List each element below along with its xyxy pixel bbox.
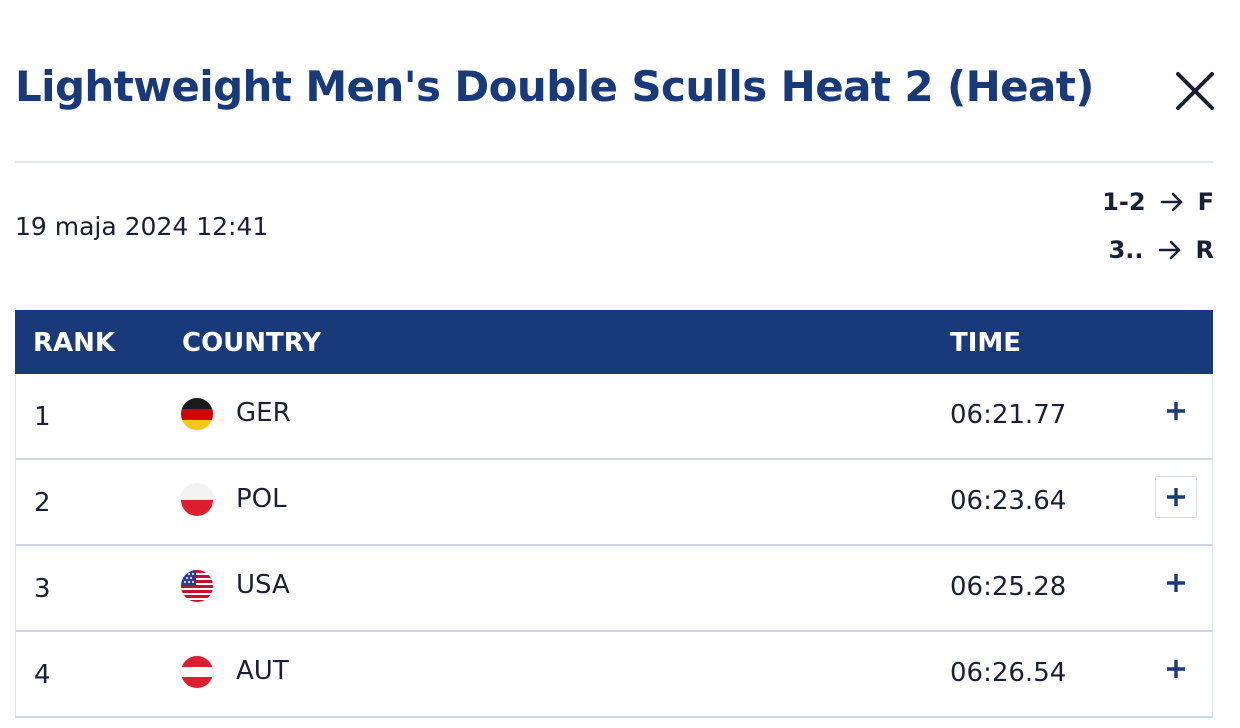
usa-flag-icon bbox=[181, 570, 213, 602]
progression-rule: 3.. R bbox=[1109, 236, 1214, 264]
progression-rule: 1-2 F bbox=[1102, 188, 1214, 216]
table-row: 1 GER 06:21.77 bbox=[15, 374, 1213, 460]
progression-target: R bbox=[1195, 236, 1214, 264]
country-cell: USA bbox=[236, 570, 290, 600]
column-header-rank: RANK bbox=[33, 328, 116, 358]
rank-cell: 1 bbox=[34, 402, 51, 432]
header-divider bbox=[15, 161, 1213, 163]
time-cell: 06:23.64 bbox=[950, 486, 1067, 516]
table-row: 3 USA 06:25.28 bbox=[15, 546, 1213, 632]
close-icon bbox=[1176, 72, 1214, 110]
rank-cell: 3 bbox=[34, 574, 51, 604]
country-cell: GER bbox=[236, 398, 291, 428]
plus-icon bbox=[1167, 402, 1185, 420]
plus-icon bbox=[1167, 574, 1185, 592]
plus-icon bbox=[1167, 488, 1185, 506]
progression-ranks: 1-2 bbox=[1102, 188, 1146, 216]
results-table: RANK COUNTRY TIME 1 GER 06:21.77 2 bbox=[15, 310, 1213, 718]
progression-target: F bbox=[1197, 188, 1214, 216]
table-row: 2 POL 06:23.64 bbox=[15, 460, 1213, 546]
rank-cell: 2 bbox=[34, 488, 51, 518]
column-header-country: COUNTRY bbox=[182, 328, 322, 358]
time-cell: 06:25.28 bbox=[950, 572, 1067, 602]
germany-flag-icon bbox=[181, 398, 213, 430]
country-cell: POL bbox=[236, 484, 287, 514]
close-button[interactable] bbox=[1172, 68, 1218, 114]
poland-flag-icon bbox=[181, 484, 213, 516]
expand-row-button[interactable] bbox=[1155, 390, 1197, 432]
time-cell: 06:21.77 bbox=[950, 400, 1067, 430]
expand-row-button[interactable] bbox=[1155, 648, 1197, 690]
table-row: 4 AUT 06:26.54 bbox=[15, 632, 1213, 718]
arrow-right-icon bbox=[1160, 192, 1182, 212]
progression-ranks: 3.. bbox=[1108, 236, 1144, 264]
race-date: 19 maja 2024 12:41 bbox=[15, 212, 269, 241]
country-cell: AUT bbox=[236, 656, 289, 686]
rank-cell: 4 bbox=[34, 660, 51, 690]
page-title: Lightweight Men's Double Sculls Heat 2 (… bbox=[15, 62, 1094, 111]
plus-icon bbox=[1167, 660, 1185, 678]
expand-row-button[interactable] bbox=[1155, 476, 1197, 518]
arrow-right-icon bbox=[1158, 240, 1180, 260]
time-cell: 06:26.54 bbox=[950, 658, 1067, 688]
austria-flag-icon bbox=[181, 656, 213, 688]
column-header-time: TIME bbox=[950, 328, 1022, 358]
table-header: RANK COUNTRY TIME bbox=[15, 310, 1213, 374]
expand-row-button[interactable] bbox=[1155, 562, 1197, 604]
